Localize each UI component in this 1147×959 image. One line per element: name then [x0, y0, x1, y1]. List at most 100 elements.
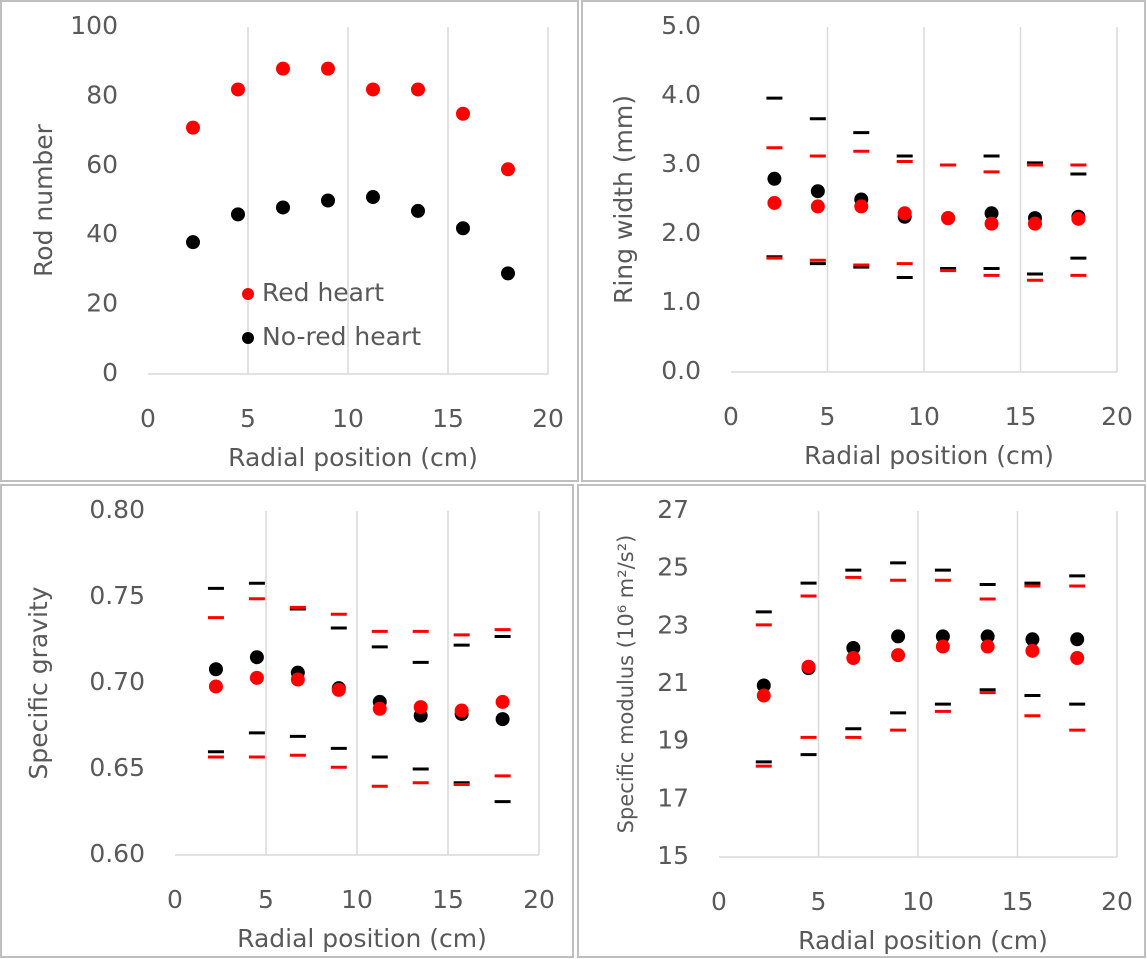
point: [208, 679, 223, 694]
y-tick-label: 0.65: [89, 753, 145, 782]
y-tick-label: 80: [86, 80, 118, 109]
y-tick-label: 0: [102, 358, 118, 387]
x-tick-label: 5: [258, 885, 274, 914]
point: [276, 200, 290, 215]
y-tick-label: 17: [657, 783, 689, 812]
point: [846, 651, 861, 666]
point: [891, 629, 906, 644]
point: [984, 216, 999, 231]
x-tick-label: 10: [332, 404, 364, 433]
y-tick-label: 15: [657, 841, 689, 870]
x-tick-label: 5: [811, 887, 827, 916]
point: [231, 82, 245, 97]
point: [231, 207, 245, 222]
point: [456, 106, 470, 121]
point: [249, 670, 264, 685]
panel-frame: [577, 484, 1146, 958]
point: [1071, 211, 1086, 226]
point: [801, 659, 816, 674]
y-tick-label: 21: [657, 668, 689, 697]
x-tick-label: 10: [902, 887, 934, 916]
point: [495, 712, 510, 727]
y-tick-label: 25: [657, 553, 689, 582]
y-tick-label: 20: [86, 289, 118, 318]
point: [366, 82, 380, 97]
point: [321, 61, 335, 76]
y-tick-label: 0.75: [89, 581, 145, 610]
y-tick-label: 0.70: [89, 667, 145, 696]
y-tick-label: 2.0: [661, 218, 701, 247]
y-axis-title: Specific gravity: [24, 586, 53, 779]
x-tick-label: 0: [167, 885, 183, 914]
x-axis-title: Radial position (cm): [228, 443, 478, 472]
y-tick-label: 3.0: [661, 149, 701, 178]
point: [1070, 651, 1085, 666]
legend-label: Red heart: [262, 278, 384, 307]
point: [891, 648, 906, 663]
y-tick-label: 0.60: [89, 839, 145, 868]
x-tick-label: 10: [908, 402, 940, 431]
x-tick-label: 15: [1002, 887, 1034, 916]
x-axis-title: Radial position (cm): [237, 924, 487, 953]
point: [984, 206, 999, 221]
x-tick-label: 0: [711, 887, 727, 916]
y-tick-label: 1.0: [661, 287, 701, 316]
x-axis-title: Radial position (cm): [798, 926, 1048, 955]
x-tick-label: 20: [523, 885, 555, 914]
y-tick-label: 60: [86, 150, 118, 179]
point: [810, 199, 825, 214]
point: [980, 639, 995, 654]
point: [501, 162, 515, 177]
point: [321, 193, 335, 208]
point: [810, 184, 825, 199]
x-tick-label: 15: [432, 404, 464, 433]
x-tick-label: 10: [341, 885, 373, 914]
point: [941, 211, 956, 226]
legend-label: No-red heart: [262, 322, 421, 351]
y-tick-label: 19: [657, 726, 689, 755]
x-tick-label: 5: [820, 402, 836, 431]
legend-marker: [242, 288, 254, 300]
point: [1025, 643, 1040, 658]
point: [767, 171, 782, 186]
point: [208, 662, 223, 677]
point: [1027, 216, 1042, 231]
x-tick-label: 0: [140, 404, 156, 433]
point: [1025, 632, 1040, 647]
y-tick-label: 4.0: [661, 80, 701, 109]
y-axis-title: Ring width (mm): [609, 95, 638, 304]
y-tick-label: 0.80: [89, 495, 145, 524]
point: [980, 629, 995, 644]
point: [846, 640, 861, 655]
y-tick-label: 23: [657, 610, 689, 639]
point: [372, 701, 387, 716]
point: [756, 678, 771, 693]
point: [495, 694, 510, 709]
y-tick-label: 27: [657, 495, 689, 524]
point: [411, 82, 425, 97]
point: [1070, 632, 1085, 647]
point: [897, 206, 912, 221]
panel-frame: [581, 0, 1146, 482]
point: [290, 672, 305, 687]
x-tick-label: 5: [240, 404, 256, 433]
point: [186, 120, 200, 135]
x-tick-label: 15: [1005, 402, 1037, 431]
x-tick-label: 20: [1101, 402, 1133, 431]
legend-marker: [242, 332, 254, 344]
y-tick-label: 5.0: [661, 11, 701, 40]
point: [756, 688, 771, 703]
point: [935, 639, 950, 654]
y-tick-label: 40: [86, 219, 118, 248]
x-tick-label: 0: [723, 402, 739, 431]
panel-frame: [0, 484, 574, 958]
point: [935, 629, 950, 644]
point: [854, 199, 869, 214]
x-tick-label: 20: [1101, 887, 1133, 916]
point: [454, 703, 469, 718]
point: [767, 195, 782, 210]
y-axis-title: Specific modulus (10⁶ m²/s²): [614, 535, 638, 834]
y-axis-title: Rod number: [29, 123, 58, 277]
y-tick-label: 0.0: [661, 356, 701, 385]
